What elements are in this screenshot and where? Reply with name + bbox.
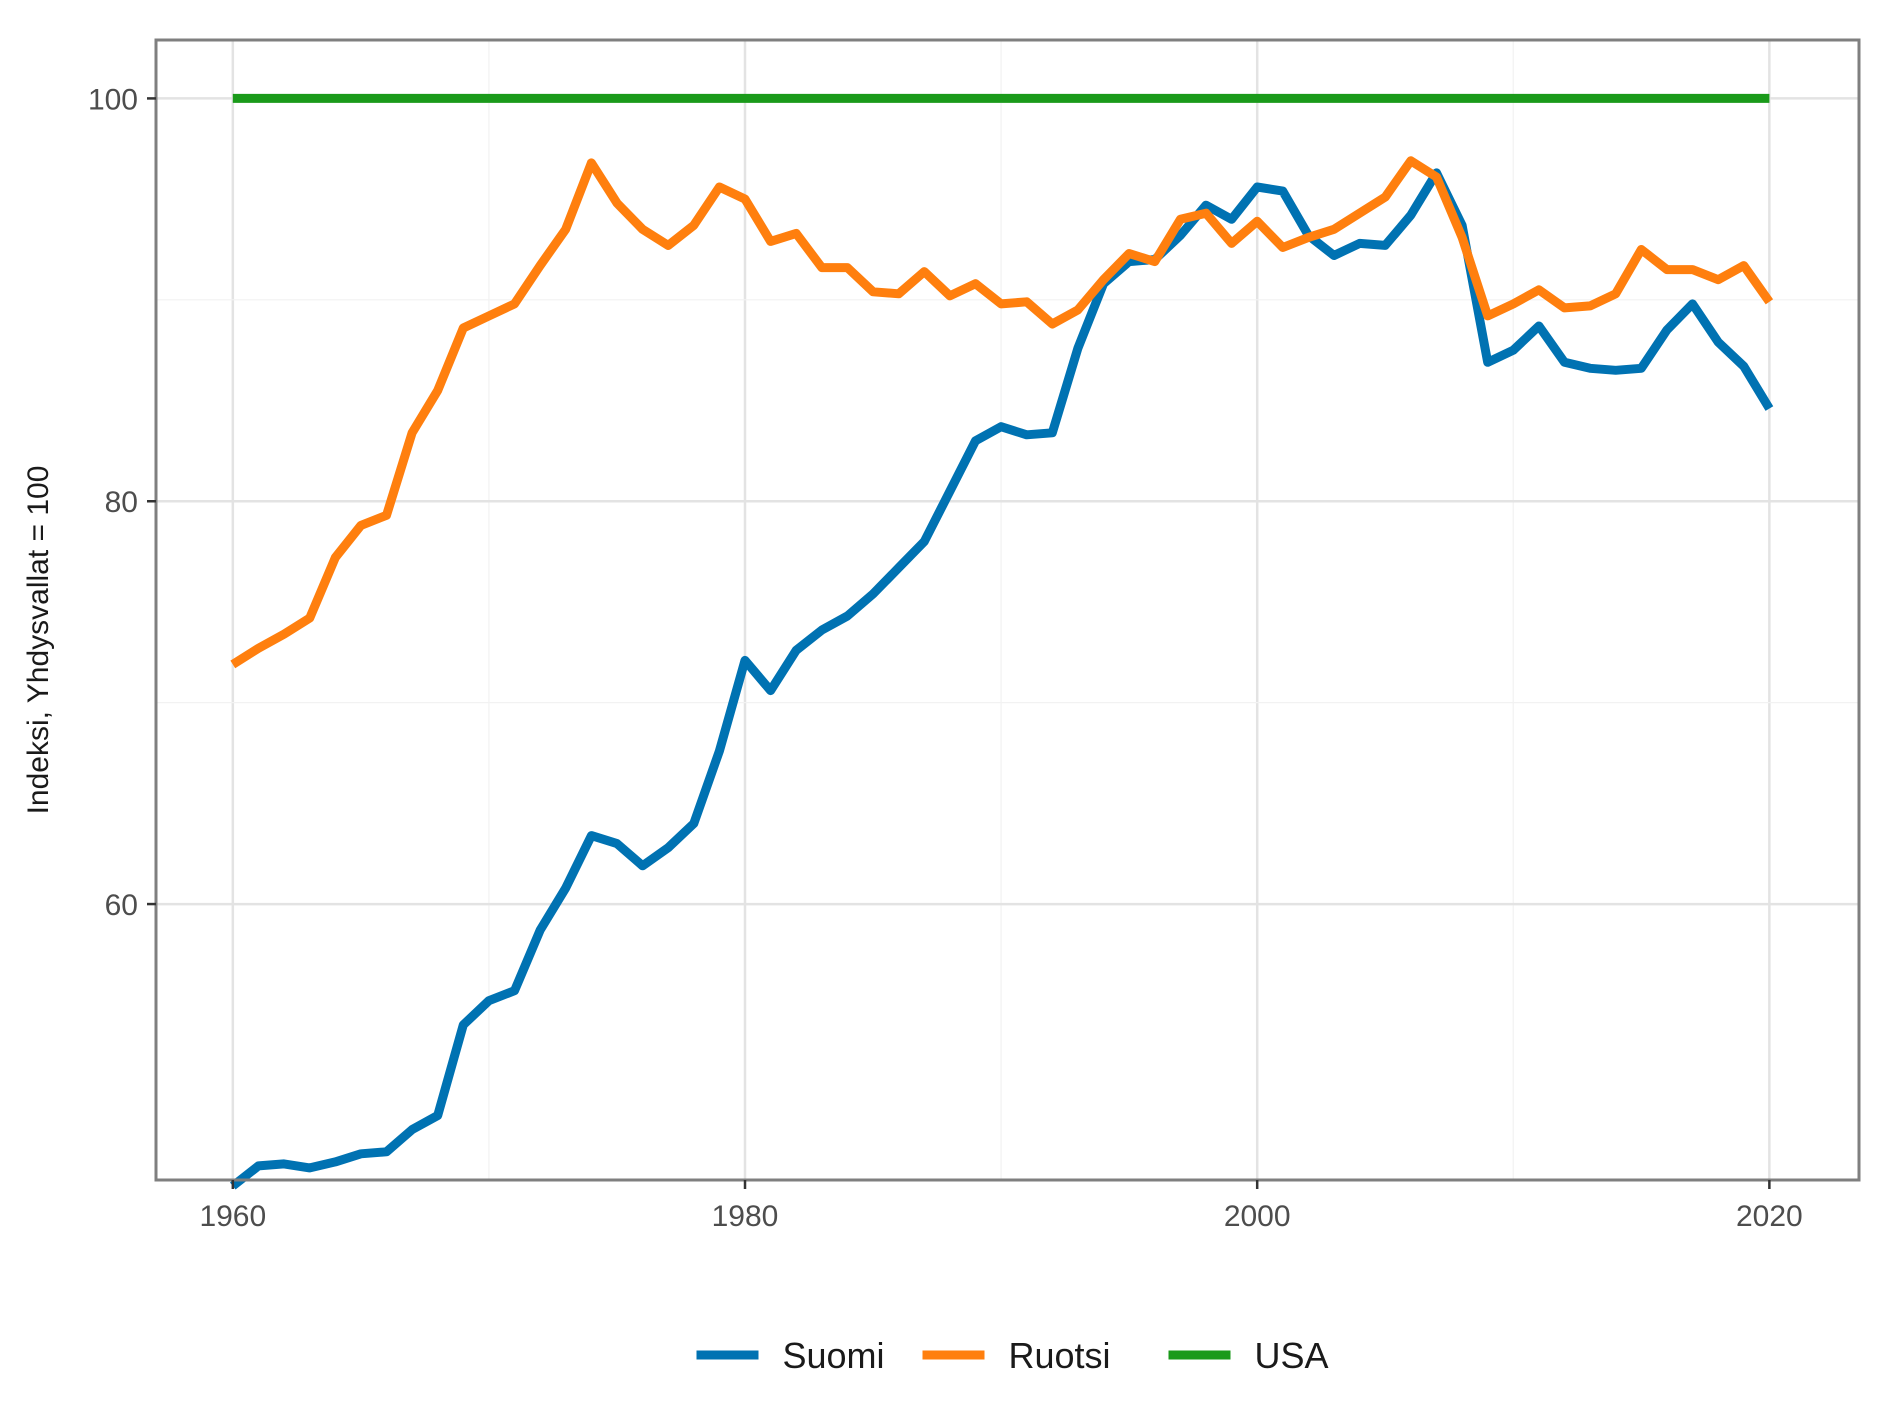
- x-axis: 1960 1980 2000 2020: [199, 1180, 1803, 1233]
- legend-item-usa: USA: [1168, 1335, 1329, 1376]
- x-tick-label: 2000: [1224, 1200, 1291, 1233]
- series-line-suomi: [230, 168, 1774, 1190]
- series-lines: [230, 93, 1774, 1190]
- x-tick-label: 2020: [1736, 1200, 1803, 1233]
- y-tick-label: 60: [105, 889, 138, 922]
- legend: Suomi Ruotsi USA: [696, 1335, 1329, 1376]
- y-axis-title: Indeksi, Yhdysvallat = 100: [22, 466, 55, 815]
- x-tick-label: 1980: [712, 1200, 779, 1233]
- x-tick-label: 1960: [199, 1200, 266, 1233]
- legend-item-ruotsi: Ruotsi: [922, 1335, 1111, 1376]
- legend-item-suomi: Suomi: [696, 1335, 885, 1376]
- legend-label: Ruotsi: [1009, 1335, 1111, 1376]
- plot-panel-border: [154, 38, 1861, 1182]
- series-line-ruotsi: [230, 156, 1774, 669]
- y-tick-label: 100: [88, 83, 138, 116]
- y-tick-label: 80: [105, 486, 138, 519]
- y-axis: 60 80 100: [88, 83, 156, 922]
- legend-label: Suomi: [783, 1335, 885, 1376]
- legend-label: USA: [1255, 1335, 1329, 1376]
